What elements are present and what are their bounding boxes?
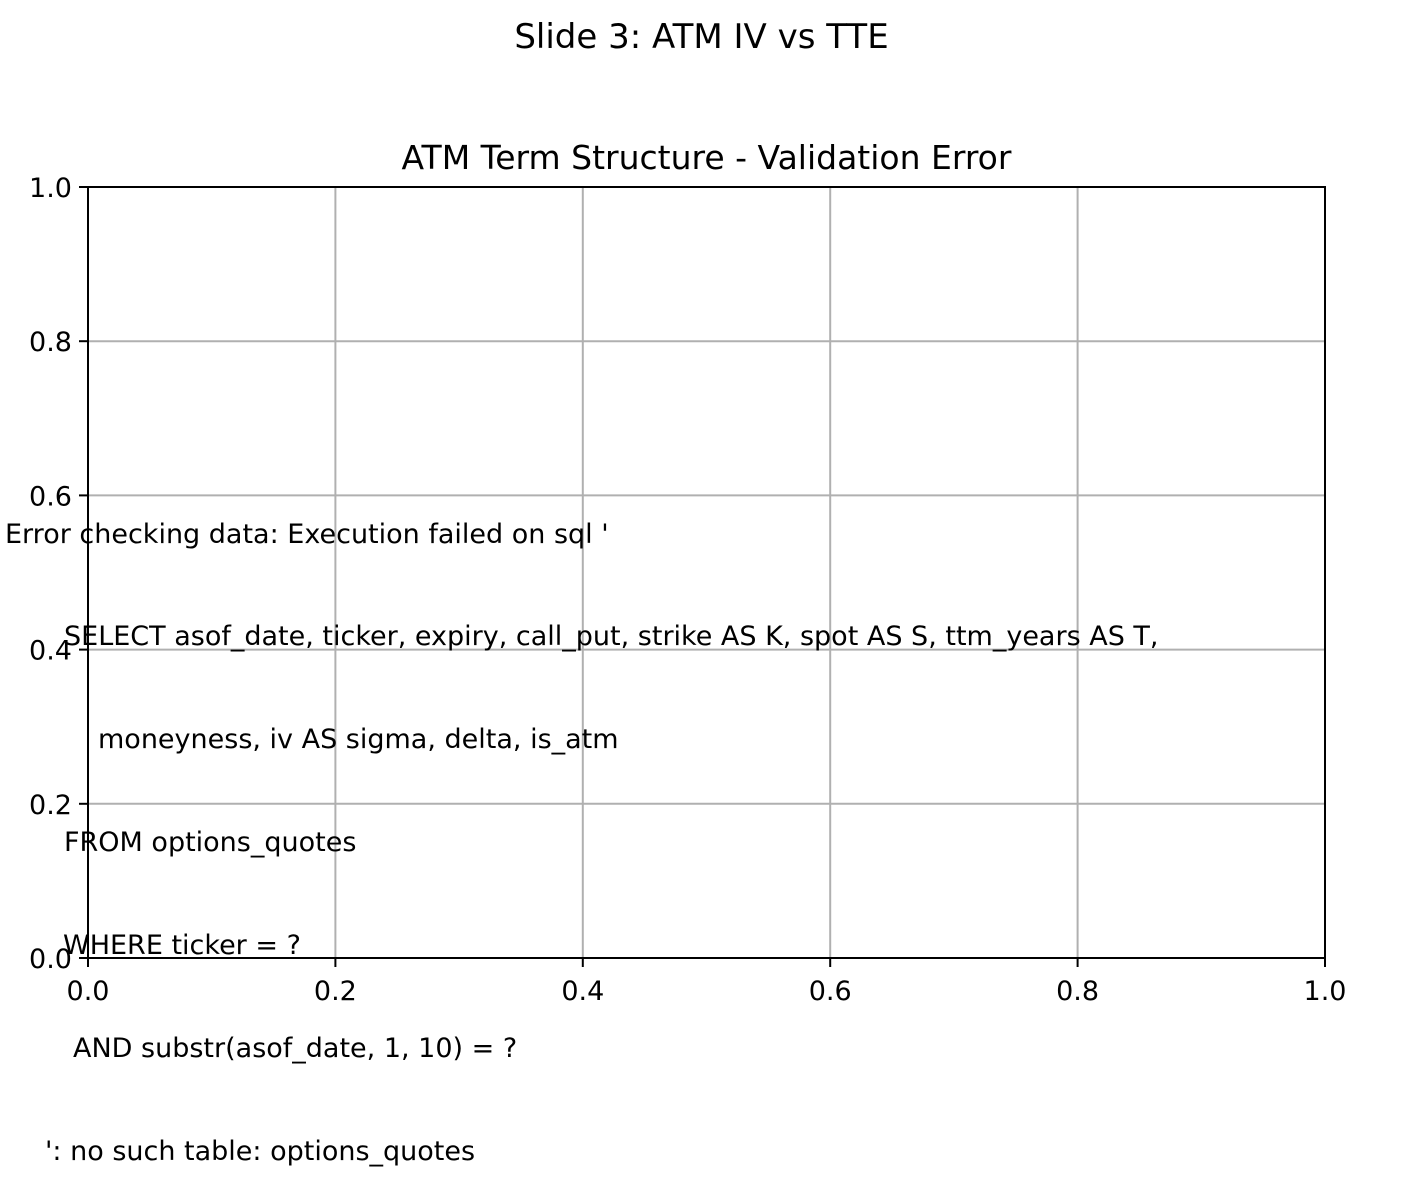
y-tick-label: 0.2 xyxy=(29,790,72,821)
y-tick-label: 0.0 xyxy=(29,944,72,975)
error-annotation: Error checking data: Execution failed on… xyxy=(0,449,1403,1204)
y-tick-label: 0.8 xyxy=(29,327,72,358)
y-tick-label: 0.4 xyxy=(29,636,72,667)
y-tick-label: 0.6 xyxy=(29,481,72,512)
chart-plot: 0.0 0.2 0.4 0.6 0.8 1.0 0.0 0.2 0.4 0.6 0.8 1.0 xyxy=(29,173,1347,1007)
error-line: FROM options_quotes xyxy=(64,827,357,859)
x-tick-label: 0.4 xyxy=(561,976,604,1007)
x-axis: 0.0 0.2 0.4 0.6 0.8 1.0 xyxy=(67,958,1347,1007)
x-tick-label: 0.2 xyxy=(314,976,357,1007)
x-tick-label: 0.0 xyxy=(67,976,110,1007)
y-axis: 0.0 0.2 0.4 0.6 0.8 1.0 xyxy=(29,173,88,975)
x-tick-label: 0.6 xyxy=(809,976,852,1007)
x-tick-label: 1.0 xyxy=(1304,976,1347,1007)
x-tick-label: 0.8 xyxy=(1056,976,1099,1007)
axes-frame xyxy=(87,186,1326,959)
y-tick-label: 1.0 xyxy=(29,173,72,204)
error-line: Error checking data: Execution failed on… xyxy=(5,518,609,550)
error-line: AND substr(asof_date, 1, 10) = ? xyxy=(73,1033,518,1065)
error-line: ': no such table: options_quotes xyxy=(45,1135,476,1167)
figure-title: Slide 3: ATM IV vs TTE xyxy=(514,17,889,57)
chart-title: ATM Term Structure - Validation Error xyxy=(401,138,1012,177)
error-line: WHERE ticker = ? xyxy=(63,930,301,962)
error-line: SELECT asof_date, ticker, expiry, call_p… xyxy=(64,621,1159,653)
error-line: moneyness, iv AS sigma, delta, is_atm xyxy=(98,724,619,756)
